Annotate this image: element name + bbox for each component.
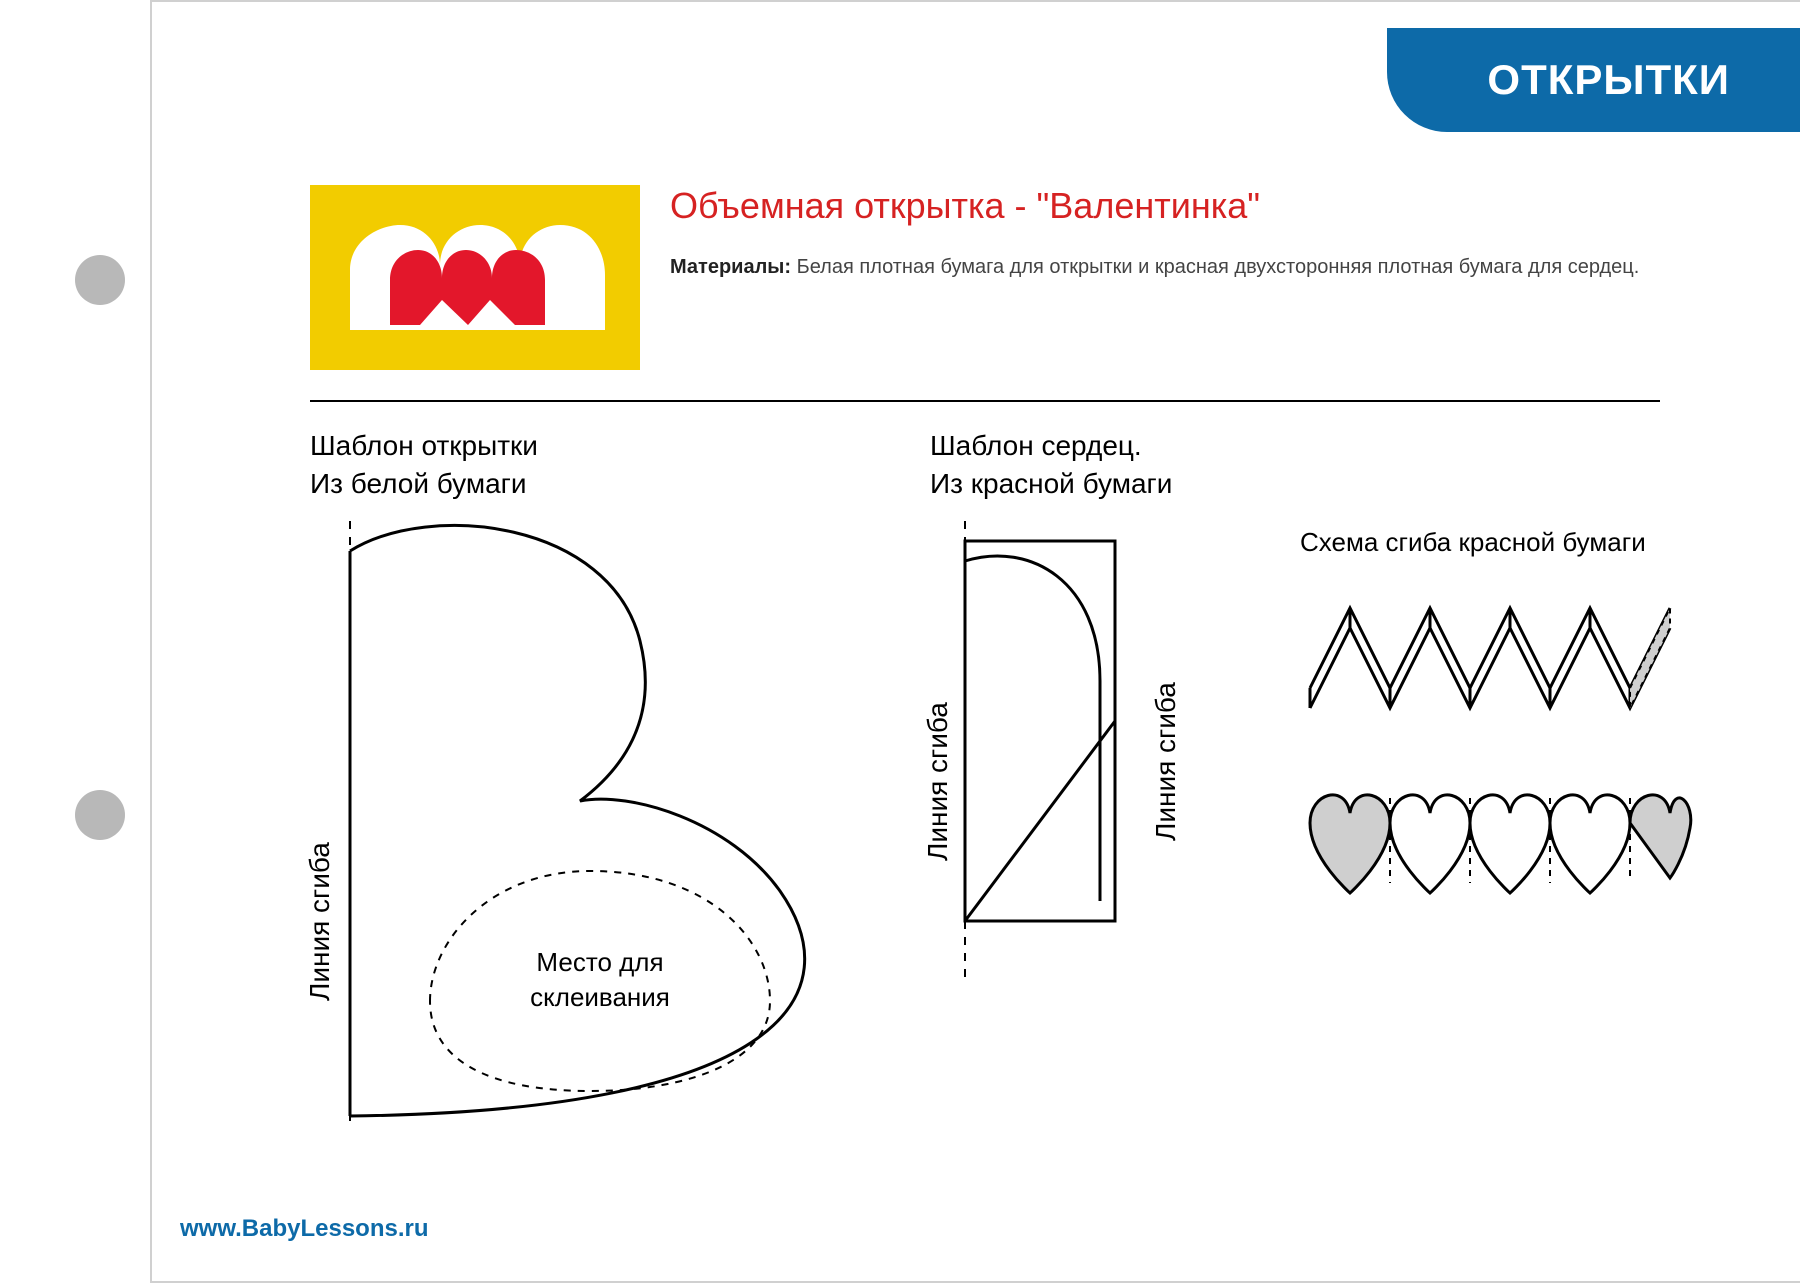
heading-line: Шаблон открытки bbox=[310, 430, 538, 461]
half-heart-icon: Место для склеивания bbox=[310, 521, 890, 1131]
sample-hearts-icon bbox=[340, 210, 610, 350]
fold-line-label: Линия сгиба bbox=[922, 702, 954, 861]
template-card-column: Шаблон открытки Из белой бумаги Линия сг… bbox=[310, 427, 890, 1121]
heading-line: Из красной бумаги bbox=[930, 468, 1172, 499]
template-hearts-column: Шаблон сердец. Из красной бумаги Линия с… bbox=[930, 427, 1260, 1121]
heading-line: Шаблон сердец. bbox=[930, 430, 1142, 461]
glue-label-line: Место для bbox=[536, 947, 663, 977]
footer-url: www.BabyLessons.ru bbox=[180, 1215, 429, 1243]
sample-photo bbox=[310, 185, 640, 370]
page-title: Объемная открытка - "Валентинка" bbox=[670, 185, 1700, 227]
section-divider bbox=[310, 400, 1660, 402]
materials-label: Материалы: bbox=[670, 256, 791, 278]
materials-text: Белая плотная бумага для открытки и крас… bbox=[797, 256, 1640, 278]
category-tab: ОТКРЫТКИ bbox=[1387, 28, 1800, 132]
fold-scheme-column: Схема сгиба красной бумаги bbox=[1300, 427, 1700, 1121]
materials-line: Материалы: Белая плотная бумага для откр… bbox=[670, 252, 1700, 282]
fold-line-label: Линия сгиба bbox=[304, 842, 336, 1001]
heart-chain-icon bbox=[1300, 773, 1700, 923]
content-area: Объемная открытка - "Валентинка" Материа… bbox=[310, 185, 1700, 1121]
heading-line: Из белой бумаги bbox=[310, 468, 527, 499]
punch-hole-icon bbox=[75, 790, 125, 840]
heart-template-figure: Линия сгиба Линия сгиба bbox=[930, 521, 1260, 981]
fold-scheme-caption: Схема сгиба красной бумаги bbox=[1300, 527, 1700, 558]
fold-line-label: Линия сгиба bbox=[1150, 682, 1182, 841]
card-template-figure: Линия сгиба Место для склеивания bbox=[310, 521, 890, 1121]
accordion-fold-icon bbox=[1300, 578, 1700, 738]
glue-label-line: склеивания bbox=[530, 982, 670, 1012]
template-hearts-heading: Шаблон сердец. Из красной бумаги bbox=[930, 427, 1260, 503]
punch-hole-icon bbox=[75, 255, 125, 305]
templates-row: Шаблон открытки Из белой бумаги Линия сг… bbox=[310, 427, 1700, 1121]
intro-text: Объемная открытка - "Валентинка" Материа… bbox=[670, 185, 1700, 282]
template-card-heading: Шаблон открытки Из белой бумаги bbox=[310, 427, 890, 503]
intro-row: Объемная открытка - "Валентинка" Материа… bbox=[310, 185, 1700, 370]
